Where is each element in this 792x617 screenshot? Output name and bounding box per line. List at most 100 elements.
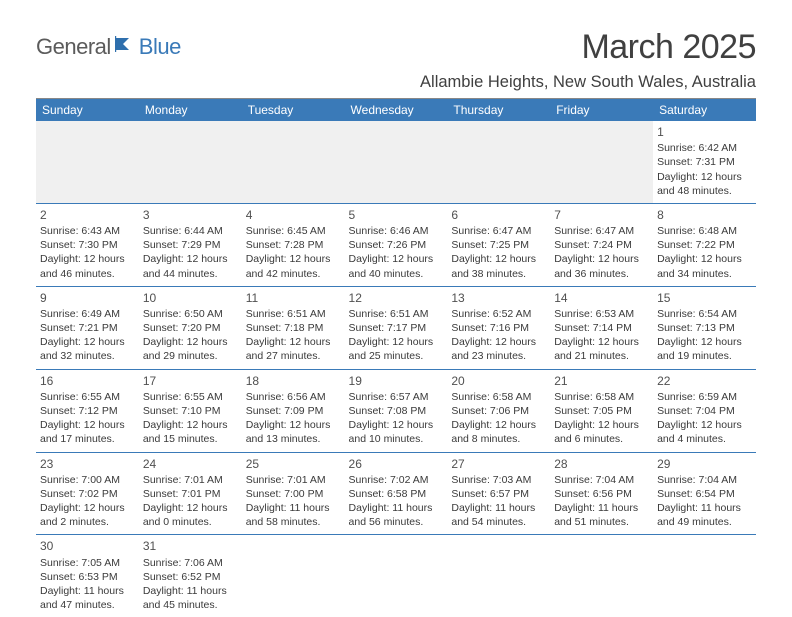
sunset-line: Sunset: 6:56 PM — [554, 487, 649, 501]
day-number: 19 — [349, 373, 444, 389]
sunset-line: Sunset: 7:08 PM — [349, 404, 444, 418]
sunrise-line: Sunrise: 6:50 AM — [143, 307, 238, 321]
calendar-day: 20Sunrise: 6:58 AMSunset: 7:06 PMDayligh… — [447, 369, 550, 452]
daylight-line: Daylight: 12 hours and 27 minutes. — [246, 335, 341, 363]
sunrise-line: Sunrise: 6:55 AM — [40, 390, 135, 404]
sunrise-line: Sunrise: 7:06 AM — [143, 556, 238, 570]
daylight-line: Daylight: 12 hours and 48 minutes. — [657, 170, 752, 198]
daylight-line: Daylight: 12 hours and 13 minutes. — [246, 418, 341, 446]
calendar-week: 16Sunrise: 6:55 AMSunset: 7:12 PMDayligh… — [36, 369, 756, 452]
calendar-day: 14Sunrise: 6:53 AMSunset: 7:14 PMDayligh… — [550, 286, 653, 369]
sunset-line: Sunset: 7:21 PM — [40, 321, 135, 335]
sunset-line: Sunset: 7:05 PM — [554, 404, 649, 418]
sunset-line: Sunset: 6:53 PM — [40, 570, 135, 584]
daylight-line: Daylight: 11 hours and 45 minutes. — [143, 584, 238, 612]
calendar-day: 13Sunrise: 6:52 AMSunset: 7:16 PMDayligh… — [447, 286, 550, 369]
calendar-day: 30Sunrise: 7:05 AMSunset: 6:53 PMDayligh… — [36, 535, 139, 617]
sunrise-line: Sunrise: 6:59 AM — [657, 390, 752, 404]
title-block: March 2025 Allambie Heights, New South W… — [420, 28, 756, 92]
sunrise-line: Sunrise: 6:55 AM — [143, 390, 238, 404]
calendar-day: 23Sunrise: 7:00 AMSunset: 7:02 PMDayligh… — [36, 452, 139, 535]
calendar-day: 19Sunrise: 6:57 AMSunset: 7:08 PMDayligh… — [345, 369, 448, 452]
calendar-day: 24Sunrise: 7:01 AMSunset: 7:01 PMDayligh… — [139, 452, 242, 535]
calendar-day: 29Sunrise: 7:04 AMSunset: 6:54 PMDayligh… — [653, 452, 756, 535]
day-number: 16 — [40, 373, 135, 389]
calendar-day: 15Sunrise: 6:54 AMSunset: 7:13 PMDayligh… — [653, 286, 756, 369]
day-number: 14 — [554, 290, 649, 306]
day-number: 1 — [657, 124, 752, 140]
daylight-line: Daylight: 12 hours and 29 minutes. — [143, 335, 238, 363]
calendar-empty — [550, 535, 653, 617]
calendar-day: 6Sunrise: 6:47 AMSunset: 7:25 PMDaylight… — [447, 203, 550, 286]
calendar-day: 22Sunrise: 6:59 AMSunset: 7:04 PMDayligh… — [653, 369, 756, 452]
calendar-empty — [653, 535, 756, 617]
calendar-week: 1Sunrise: 6:42 AMSunset: 7:31 PMDaylight… — [36, 121, 756, 203]
calendar-day: 5Sunrise: 6:46 AMSunset: 7:26 PMDaylight… — [345, 203, 448, 286]
daylight-line: Daylight: 12 hours and 34 minutes. — [657, 252, 752, 280]
daylight-line: Daylight: 12 hours and 42 minutes. — [246, 252, 341, 280]
daylight-line: Daylight: 12 hours and 17 minutes. — [40, 418, 135, 446]
sunset-line: Sunset: 7:24 PM — [554, 238, 649, 252]
sunset-line: Sunset: 7:31 PM — [657, 155, 752, 169]
calendar-empty — [36, 121, 139, 203]
daylight-line: Daylight: 12 hours and 38 minutes. — [451, 252, 546, 280]
day-number: 28 — [554, 456, 649, 472]
calendar-table: SundayMondayTuesdayWednesdayThursdayFrid… — [36, 99, 756, 617]
sunset-line: Sunset: 6:57 PM — [451, 487, 546, 501]
day-number: 22 — [657, 373, 752, 389]
daylight-line: Daylight: 12 hours and 44 minutes. — [143, 252, 238, 280]
sunrise-line: Sunrise: 6:49 AM — [40, 307, 135, 321]
daylight-line: Daylight: 12 hours and 36 minutes. — [554, 252, 649, 280]
day-header: Tuesday — [242, 99, 345, 121]
month-title: March 2025 — [420, 28, 756, 67]
calendar-day: 12Sunrise: 6:51 AMSunset: 7:17 PMDayligh… — [345, 286, 448, 369]
day-number: 30 — [40, 538, 135, 554]
sunrise-line: Sunrise: 7:01 AM — [246, 473, 341, 487]
day-number: 25 — [246, 456, 341, 472]
calendar-week: 9Sunrise: 6:49 AMSunset: 7:21 PM Daylight… — [36, 286, 756, 369]
sunrise-line: Sunrise: 6:44 AM — [143, 224, 238, 238]
daylight-line: Daylight: 11 hours and 49 minutes. — [657, 501, 752, 529]
calendar-empty — [242, 535, 345, 617]
sunset-line: Sunset: 6:58 PM — [349, 487, 444, 501]
sunrise-line: Sunrise: 6:53 AM — [554, 307, 649, 321]
sunrise-line: Sunrise: 7:01 AM — [143, 473, 238, 487]
daylight-line: Daylight: 12 hours and 0 minutes. — [143, 501, 238, 529]
sunrise-line: Sunrise: 6:57 AM — [349, 390, 444, 404]
day-number: 15 — [657, 290, 752, 306]
day-header-row: SundayMondayTuesdayWednesdayThursdayFrid… — [36, 99, 756, 121]
daylight-line: Daylight: 12 hours and 21 minutes. — [554, 335, 649, 363]
daylight-line: Daylight: 12 hours and 6 minutes. — [554, 418, 649, 446]
brand-text-2: Blue — [139, 34, 181, 60]
calendar-empty — [447, 121, 550, 203]
sunset-line: Sunset: 7:29 PM — [143, 238, 238, 252]
day-number: 10 — [143, 290, 238, 306]
calendar-empty — [345, 121, 448, 203]
sunrise-line: Sunrise: 6:56 AM — [246, 390, 341, 404]
calendar-day: 4Sunrise: 6:45 AMSunset: 7:28 PMDaylight… — [242, 203, 345, 286]
sunrise-line: Sunrise: 6:45 AM — [246, 224, 341, 238]
day-number: 9 — [40, 290, 135, 306]
day-number: 31 — [143, 538, 238, 554]
day-header: Thursday — [447, 99, 550, 121]
sunrise-line: Sunrise: 6:47 AM — [554, 224, 649, 238]
daylight-line: Daylight: 11 hours and 54 minutes. — [451, 501, 546, 529]
sunrise-line: Sunrise: 7:02 AM — [349, 473, 444, 487]
flag-icon — [115, 36, 137, 57]
daylight-line: Daylight: 11 hours and 58 minutes. — [246, 501, 341, 529]
calendar-day: 28Sunrise: 7:04 AMSunset: 6:56 PMDayligh… — [550, 452, 653, 535]
sunset-line: Sunset: 7:16 PM — [451, 321, 546, 335]
day-header: Friday — [550, 99, 653, 121]
day-number: 13 — [451, 290, 546, 306]
calendar-week: 2Sunrise: 6:43 AMSunset: 7:30 PMDaylight… — [36, 203, 756, 286]
sunrise-line: Sunrise: 6:52 AM — [451, 307, 546, 321]
calendar-empty — [550, 121, 653, 203]
day-header: Sunday — [36, 99, 139, 121]
sunset-line: Sunset: 7:01 PM — [143, 487, 238, 501]
sunset-line: Sunset: 7:06 PM — [451, 404, 546, 418]
calendar-day: 3Sunrise: 6:44 AMSunset: 7:29 PMDaylight… — [139, 203, 242, 286]
sunrise-line: Sunrise: 6:46 AM — [349, 224, 444, 238]
page-header: General Blue March 2025 Allambie Heights… — [36, 28, 756, 92]
day-number: 4 — [246, 207, 341, 223]
brand-text-1: General — [36, 34, 111, 60]
